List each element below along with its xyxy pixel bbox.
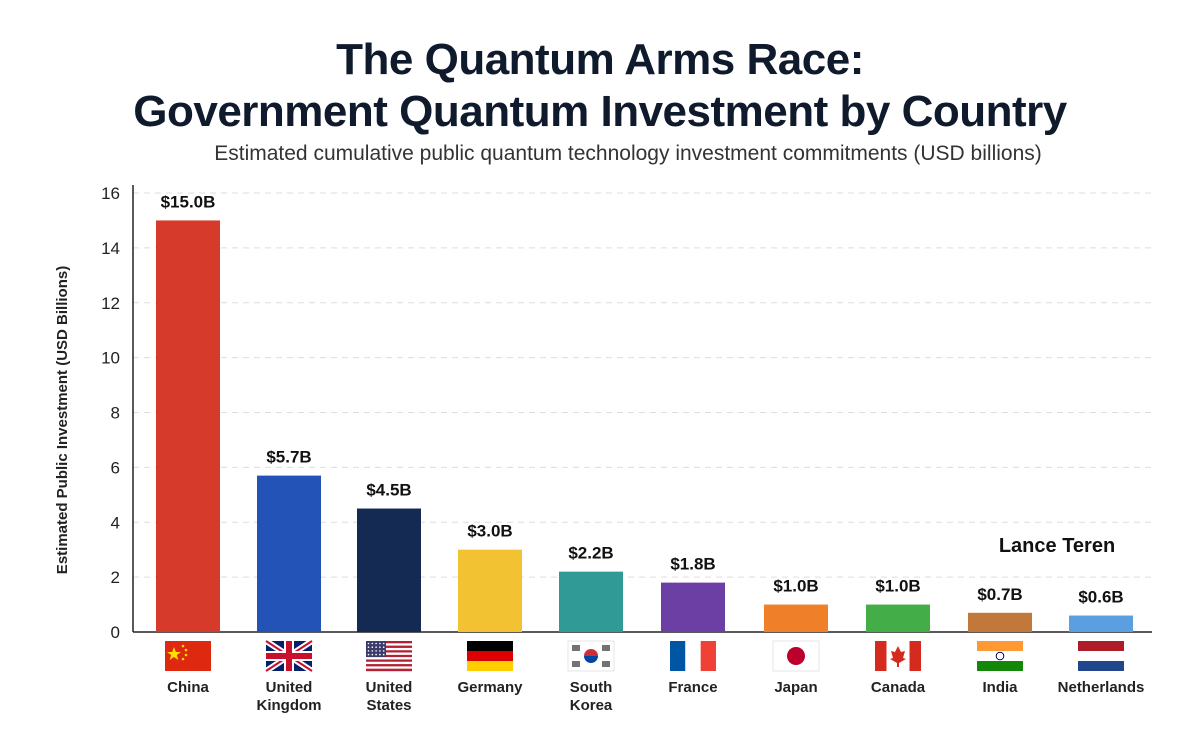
data-label: $15.0B: [161, 192, 216, 211]
bar: [559, 571, 623, 632]
chart-title: The Quantum Arms Race:: [336, 35, 864, 84]
bar: [257, 475, 321, 632]
x-tick-label: Netherlands: [1058, 679, 1145, 696]
bar: [1069, 615, 1133, 632]
uk-flag-icon: [264, 638, 314, 674]
japan-flag-icon: [772, 640, 820, 672]
x-tick-label: Korea: [570, 697, 613, 714]
data-label: $1.0B: [875, 577, 920, 596]
canada-flag-icon: [875, 641, 921, 671]
bar: [458, 549, 522, 632]
data-label: $1.0B: [773, 577, 818, 596]
x-tick-label: India: [982, 679, 1018, 696]
germany-flag-icon: [467, 641, 513, 671]
x-tick-label: States: [366, 697, 411, 714]
y-tick-label: 0: [111, 623, 120, 642]
watermark-annotation: Lance Teren: [999, 535, 1115, 557]
data-label: $3.0B: [467, 522, 512, 541]
y-tick-label: 8: [111, 404, 120, 423]
netherlands-flag-icon: [1078, 641, 1124, 671]
chart-title-line2: Government Quantum Investment by Country: [133, 87, 1067, 136]
data-label: $2.2B: [568, 544, 613, 563]
y-axis-label: Estimated Public Investment (USD Billion…: [54, 266, 71, 574]
bar: [866, 604, 930, 632]
south-korea-flag-icon: [567, 640, 615, 672]
x-tick-label: Kingdom: [257, 697, 322, 714]
y-tick-label: 2: [111, 568, 120, 587]
x-tick-label: Germany: [457, 679, 523, 696]
data-label: $4.5B: [366, 481, 411, 500]
india-flag-icon: [977, 641, 1023, 671]
bar: [764, 604, 828, 632]
bar: [156, 220, 220, 632]
bar: [661, 582, 725, 632]
data-label: $0.6B: [1078, 588, 1123, 607]
data-label: $0.7B: [977, 585, 1022, 604]
y-tick-label: 4: [111, 513, 120, 532]
x-tick-label: China: [167, 679, 209, 696]
y-tick-label: 14: [101, 239, 120, 258]
china-flag-icon: [165, 641, 211, 671]
y-tick-label: 12: [101, 294, 120, 313]
bar: [357, 508, 421, 632]
data-label: $5.7B: [266, 448, 311, 467]
data-label: $1.8B: [670, 555, 715, 574]
chart-subtitle: Estimated cumulative public quantum tech…: [214, 142, 1042, 165]
y-tick-label: 16: [101, 184, 120, 203]
y-tick-label: 6: [111, 458, 120, 477]
x-tick-label: United: [266, 679, 313, 696]
bar: [968, 612, 1032, 632]
x-tick-label: South: [570, 679, 613, 696]
x-tick-label: United: [366, 679, 413, 696]
x-tick-label: Canada: [871, 679, 926, 696]
us-flag-icon: [366, 641, 412, 672]
x-tick-label: France: [668, 679, 717, 696]
france-flag-icon: [670, 641, 716, 671]
y-tick-label: 10: [101, 349, 120, 368]
x-tick-label: Japan: [774, 679, 817, 696]
